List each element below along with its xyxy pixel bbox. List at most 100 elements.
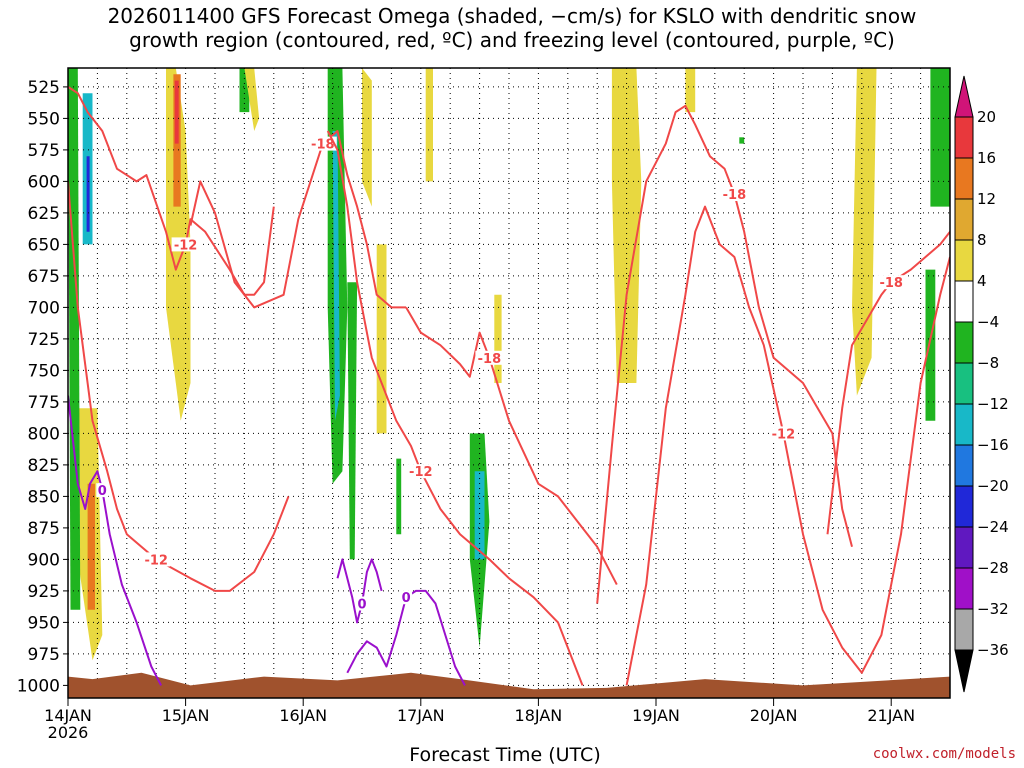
dgz-label-2: -18 — [311, 138, 335, 153]
chart-title-line-2: growth region (contoured, red, ºC) and f… — [129, 28, 895, 52]
dgz-label-0: -12 — [174, 238, 198, 253]
colorbar-band-4 — [954, 280, 974, 323]
colorbar-label-4: 4 — [977, 272, 987, 290]
x-tick-label-1: 15JAN — [162, 706, 210, 725]
dgz-label-bg-5 — [720, 187, 749, 201]
colorbar-top-arrow — [954, 75, 974, 118]
freezing-contour-1 — [336, 558, 383, 624]
x-tick-label-0: 14JAN — [44, 706, 92, 725]
dgz-label-1: -12 — [144, 553, 168, 568]
colorbar-band-6 — [954, 362, 974, 405]
dgz-label-4: -18 — [478, 352, 502, 367]
y-tick-label-10: 775 — [28, 393, 60, 413]
omega-region-22 — [739, 137, 745, 144]
y-tick-label-0: 525 — [28, 78, 60, 98]
dgz-contour-5 — [596, 104, 853, 604]
ground-fill — [68, 672, 950, 698]
y-axis: 525 550 575 600 625 650 675 700 725 750 775 800 825 8… — [17, 78, 68, 696]
y-tick-label-9: 750 — [28, 361, 60, 381]
freezing-label-bg-1 — [356, 596, 368, 611]
y-tick-label-13: 850 — [28, 487, 60, 507]
colorbar-band-5 — [954, 321, 974, 364]
plot-frame — [67, 67, 951, 699]
omega-region-2 — [174, 80, 179, 144]
dgz-contour-0 — [68, 86, 275, 296]
colorbar: 20 16 12 8 4 −4 −8 −12 −16 −20 −24 −28 −32 −36 — [954, 75, 1009, 693]
y-tick-label-7: 700 — [28, 298, 60, 318]
colorbar-band-2 — [954, 198, 974, 241]
omega-region-25 — [925, 269, 936, 421]
chart-title-line-1: 2026011400 GFS Forecast Omega (shaded, −… — [107, 4, 917, 28]
colorbar-label-10: −24 — [977, 518, 1009, 536]
y-tick-label-8: 725 — [28, 330, 60, 350]
ground-surface — [68, 672, 950, 698]
dgz-label-7: -18 — [879, 276, 903, 291]
omega-region-17 — [494, 294, 502, 383]
colorbar-bottom-arrow — [954, 649, 974, 693]
colorbar-band-10 — [954, 526, 974, 569]
colorbar-band-1 — [954, 157, 974, 200]
omega-region-24 — [930, 68, 950, 207]
dgz-label-bg-7 — [877, 275, 906, 290]
colorbar-label-11: −28 — [977, 559, 1009, 577]
y-tick-label-15: 900 — [28, 550, 60, 570]
colorbar-label-9: −20 — [977, 477, 1009, 495]
y-tick-label-11: 800 — [28, 424, 60, 444]
omega-region-14 — [376, 244, 387, 434]
colorbar-label-8: −16 — [977, 436, 1009, 454]
y-tick-label-17: 950 — [28, 613, 60, 633]
x-tick-label-3: 17JAN — [397, 706, 445, 725]
dgz-label-3: -12 — [409, 465, 433, 480]
chart-title: 2026011400 GFS Forecast Omega (shaded, −… — [0, 4, 1024, 52]
omega-region-9 — [244, 68, 260, 131]
colorbar-band-8 — [954, 444, 974, 487]
y-tick-label-1: 550 — [28, 109, 60, 129]
freezing-level-contours: 0 0 0 — [68, 395, 466, 686]
colorbar-label-7: −12 — [977, 395, 1009, 413]
freezing-label-0: 0 — [98, 484, 107, 499]
freezing-label-2: 0 — [402, 591, 411, 606]
y-tick-label-12: 825 — [28, 456, 60, 476]
y-tick-label-18: 975 — [28, 645, 60, 665]
y-tick-label-16: 925 — [28, 582, 60, 602]
x-tick-label-4: 18JAN — [515, 706, 563, 725]
y-tick-label-6: 675 — [28, 267, 60, 287]
omega-region-16 — [425, 68, 433, 182]
omega-region-19 — [474, 471, 485, 560]
omega-region-7 — [86, 156, 90, 232]
y-tick-label-4: 625 — [28, 204, 60, 224]
y-tick-label-5: 650 — [28, 235, 60, 255]
dgz-label-6: -12 — [772, 427, 796, 442]
credit-text: coolwx.com/models — [872, 746, 1016, 762]
omega-region-20 — [611, 68, 642, 383]
freezing-label-bg-0 — [96, 483, 109, 498]
freezing-label-1: 0 — [357, 598, 366, 613]
colorbar-label-12: −32 — [977, 600, 1009, 618]
dgz-label-bg-1 — [142, 552, 171, 567]
x-tick-label-2: 16JAN — [279, 706, 327, 725]
y-tick-label-19: 1000 — [17, 676, 60, 696]
omega-region-21 — [685, 68, 696, 113]
y-tick-label-3: 600 — [28, 172, 60, 192]
colorbar-label-13: −36 — [977, 641, 1009, 659]
x-tick-label-5: 19JAN — [632, 706, 680, 725]
colorbar-label-3: 8 — [977, 231, 987, 249]
x-tick-label-6: 20JAN — [750, 706, 798, 725]
colorbar-band-11 — [954, 567, 974, 610]
colorbar-band-0 — [954, 116, 974, 159]
colorbar-band-7 — [954, 403, 974, 446]
colorbar-label-2: 12 — [977, 190, 996, 208]
colorbar-band-9 — [954, 485, 974, 528]
dgz-label-bg-6 — [769, 426, 798, 441]
dgz-label-bg-0 — [171, 237, 200, 252]
omega-shading — [68, 68, 950, 661]
colorbar-label-0: 20 — [977, 108, 996, 126]
x-tick-label-7: 21JAN — [867, 706, 915, 725]
omega-region-13 — [362, 68, 372, 207]
colorbar-label-5: −4 — [977, 313, 999, 331]
y-tick-label-2: 575 — [28, 141, 60, 161]
colorbar-label-6: −8 — [977, 354, 999, 372]
freezing-label-bg-2 — [400, 590, 413, 605]
